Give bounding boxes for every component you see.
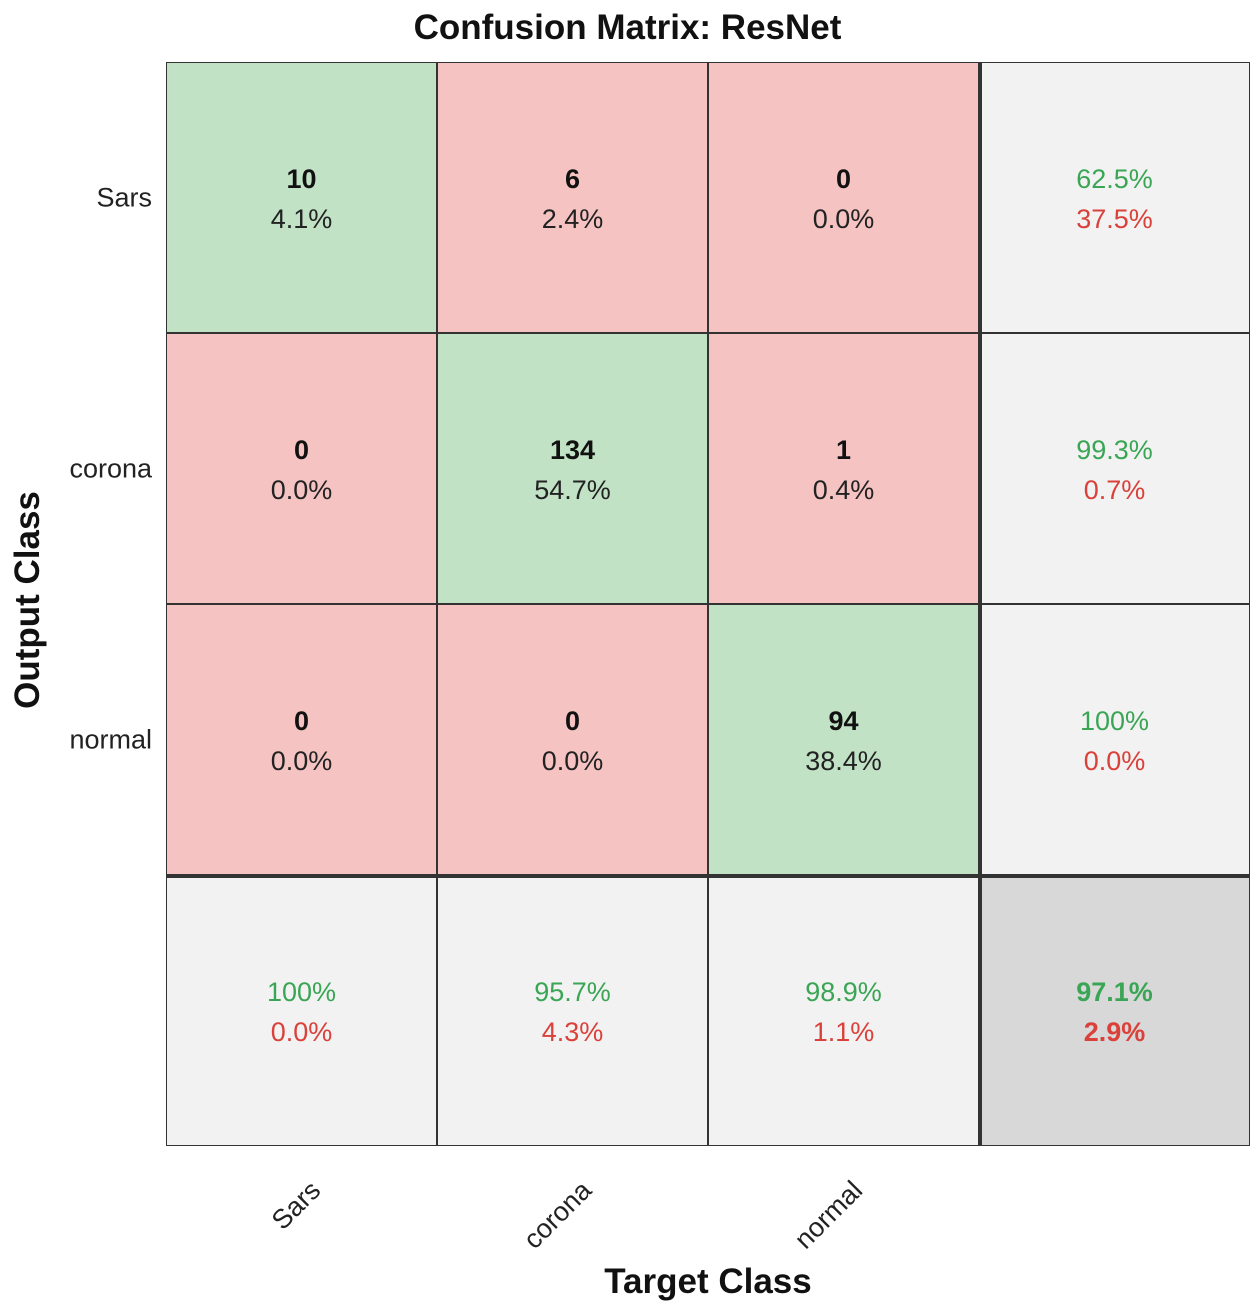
- overall-accuracy-cell: 97.1% 2.9%: [979, 875, 1250, 1146]
- row-summary-error: 0.7%: [1083, 475, 1146, 505]
- cell-count: 134: [549, 435, 596, 465]
- matrix-cell-2-2: 94 38.4%: [708, 604, 979, 875]
- cell-percent: 4.1%: [270, 204, 333, 234]
- col-summary-cell-1: 95.7% 4.3%: [437, 875, 708, 1146]
- matrix-cell-1-2: 1 0.4%: [708, 333, 979, 604]
- summary-column-separator: [978, 62, 982, 1146]
- row-summary-error: 0.0%: [1083, 746, 1146, 776]
- matrix-cell-1-1: 134 54.7%: [437, 333, 708, 604]
- col-summary-cell-0: 100% 0.0%: [166, 875, 437, 1146]
- row-summary-correct: 99.3%: [1076, 435, 1153, 465]
- cell-count: 0: [293, 435, 310, 465]
- cell-percent: 54.7%: [534, 475, 611, 505]
- col-summary-cell-2: 98.9% 1.1%: [708, 875, 979, 1146]
- cell-percent: 0.4%: [812, 475, 875, 505]
- cell-percent: 0.0%: [270, 475, 333, 505]
- row-summary-cell-2: 100% 0.0%: [979, 604, 1250, 875]
- matrix-cell-1-0: 0 0.0%: [166, 333, 437, 604]
- y-tick-label: normal: [69, 724, 152, 755]
- col-summary-correct: 100%: [266, 977, 337, 1007]
- col-summary-error: 0.0%: [270, 1017, 333, 1047]
- cell-percent: 0.0%: [812, 204, 875, 234]
- cell-count: 0: [835, 164, 852, 194]
- row-summary-correct: 62.5%: [1076, 164, 1153, 194]
- cell-count: 0: [293, 706, 310, 736]
- x-tick-label: corona: [517, 1175, 598, 1255]
- row-summary-error: 37.5%: [1076, 204, 1153, 234]
- col-summary-correct: 98.9%: [805, 977, 882, 1007]
- cell-percent: 0.0%: [270, 746, 333, 776]
- cell-count: 6: [564, 164, 581, 194]
- row-summary-cell-0: 62.5% 37.5%: [979, 62, 1250, 333]
- y-tick-label: Sars: [96, 182, 152, 213]
- cell-count: 94: [828, 706, 859, 736]
- x-axis-label: Target Class: [604, 1262, 812, 1301]
- matrix-cell-2-0: 0 0.0%: [166, 604, 437, 875]
- col-summary-error: 1.1%: [812, 1017, 875, 1047]
- overall-error: 2.9%: [1083, 1017, 1146, 1047]
- cell-count: 1: [835, 435, 852, 465]
- y-axis-label: Output Class: [8, 491, 47, 709]
- summary-row-separator: [166, 874, 1250, 878]
- cell-percent: 2.4%: [541, 204, 604, 234]
- y-tick-label: corona: [69, 453, 152, 484]
- cell-count: 0: [564, 706, 581, 736]
- col-summary-error: 4.3%: [541, 1017, 604, 1047]
- col-summary-correct: 95.7%: [534, 977, 611, 1007]
- cell-percent: 38.4%: [805, 746, 882, 776]
- x-tick-label: normal: [788, 1175, 869, 1255]
- matrix-cell-0-0: 10 4.1%: [166, 62, 437, 333]
- overall-correct: 97.1%: [1076, 977, 1153, 1007]
- chart-title: Confusion Matrix: ResNet: [413, 8, 842, 47]
- x-tick-label: Sars: [265, 1175, 327, 1236]
- matrix-cell-2-1: 0 0.0%: [437, 604, 708, 875]
- cell-count: 10: [286, 164, 317, 194]
- row-summary-correct: 100%: [1079, 706, 1150, 736]
- cell-percent: 0.0%: [541, 746, 604, 776]
- row-summary-cell-1: 99.3% 0.7%: [979, 333, 1250, 604]
- matrix-cell-0-1: 6 2.4%: [437, 62, 708, 333]
- matrix-cell-0-2: 0 0.0%: [708, 62, 979, 333]
